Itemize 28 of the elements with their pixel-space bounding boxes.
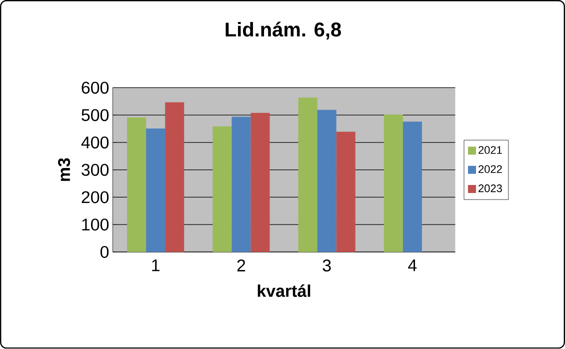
legend-label: 2023 [478,184,502,192]
bar [250,113,270,252]
x-tick-label: 4 [408,260,417,272]
x-tick-label: 2 [237,260,246,272]
y-tick-label: 0 [100,246,109,258]
legend-label: 2021 [478,146,502,154]
bar [317,110,336,252]
chart-title: Lid.nám. 6,8 [226,22,341,40]
bar [165,102,184,252]
y-tick-label: 200 [82,191,109,204]
y-tick-label: 600 [82,82,109,94]
legend-label: 2022 [478,165,502,174]
bar [402,122,422,252]
x-tick-label: 3 [322,260,331,272]
x-axis-title: kvartál [258,284,310,298]
bar [212,126,232,252]
bar [384,114,403,252]
bar [127,118,146,252]
y-tick-label: 100 [82,218,109,231]
y-tick-label: 500 [82,109,109,122]
bar [146,128,166,252]
bar [298,98,318,252]
bar [336,132,356,252]
x-tick-label: 1 [152,260,160,272]
bar [232,116,251,252]
y-tick-label: 300 [82,164,109,176]
y-axis-title: m3 [58,158,70,182]
y-tick-label: 400 [81,136,109,149]
